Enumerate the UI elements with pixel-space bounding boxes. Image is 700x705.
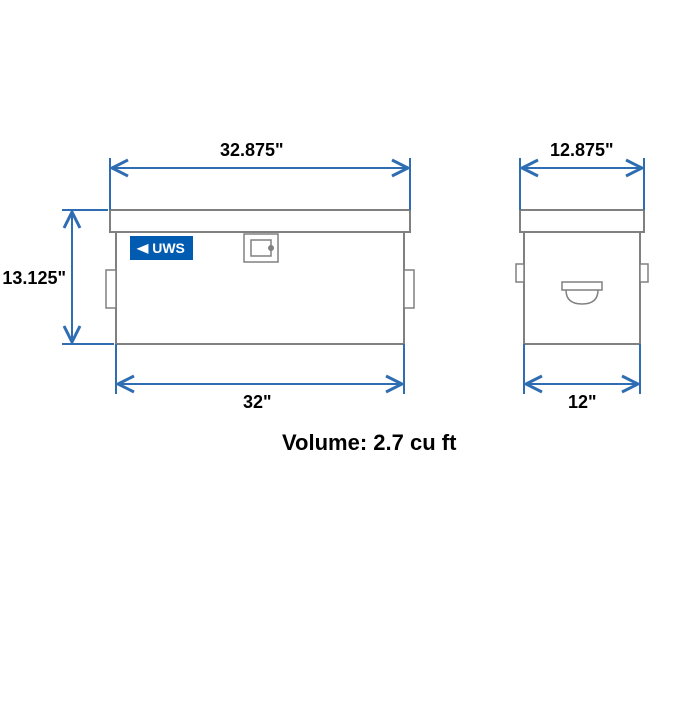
brand-badge: ◀ UWS: [130, 236, 193, 260]
side-view: [516, 210, 648, 344]
side-top-dim: [520, 158, 644, 210]
brand-text: UWS: [152, 240, 185, 256]
front-top-dim: [110, 158, 410, 210]
fish-icon: ◀: [137, 241, 148, 255]
diagram-svg: [0, 0, 700, 700]
side-bottom-dim: [524, 344, 640, 394]
side-top-width-label: 12.875": [550, 140, 614, 161]
front-top-width-label: 32.875": [220, 140, 284, 161]
front-bottom-width-label: 32": [243, 392, 272, 413]
drawing-canvas: 32.875" 32" 13.125" 12.875" 12" Volume: …: [0, 0, 700, 700]
front-view: [106, 210, 414, 344]
side-bottom-width-label: 12": [568, 392, 597, 413]
front-bottom-dim: [116, 344, 404, 394]
volume-label: Volume: 2.7 cu ft: [282, 430, 456, 456]
front-height-label: 13.125": [0, 268, 66, 289]
